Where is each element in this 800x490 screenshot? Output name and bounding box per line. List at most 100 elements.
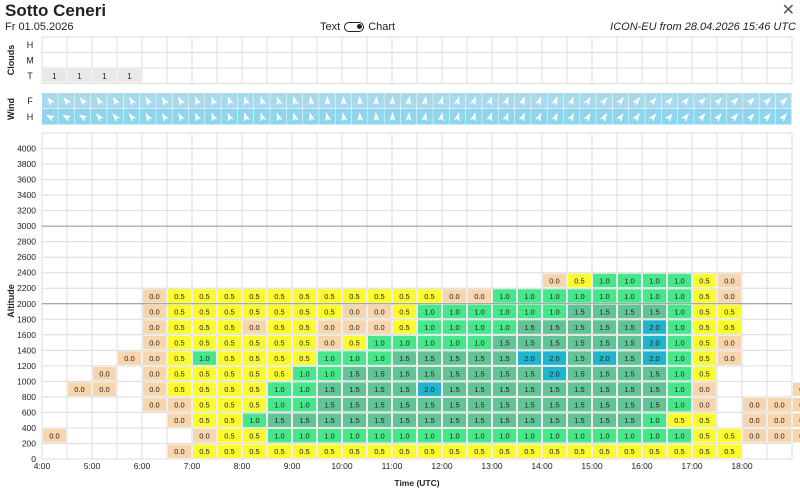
lift-cell <box>668 304 691 319</box>
lift-value: 1.5 <box>599 308 609 317</box>
lift-value: 0.5 <box>174 339 184 348</box>
lift-value: 1.5 <box>399 354 409 363</box>
lift-cell <box>718 351 741 365</box>
x-tick-label: 15:00 <box>581 461 603 471</box>
lift-value: 1.5 <box>499 339 509 348</box>
lift-cell <box>618 382 641 396</box>
lift-cell <box>793 397 800 412</box>
lift-cell <box>168 304 191 319</box>
lift-cell <box>793 428 800 443</box>
cloud-value: 1 <box>102 72 107 81</box>
lift-value: 0.0 <box>99 370 109 379</box>
wind-arrow-icon <box>746 113 755 122</box>
lift-cell <box>468 444 491 458</box>
lift-cell <box>218 428 241 443</box>
wind-arrow-icon <box>161 112 169 122</box>
lift-cell <box>443 382 466 396</box>
lift-cell <box>618 351 641 365</box>
lift-value: 1.5 <box>499 385 509 394</box>
lift-value: 0.5 <box>349 339 359 348</box>
lift-cell <box>343 304 366 319</box>
toggle-chart-label[interactable]: Chart <box>368 21 396 33</box>
lift-value: 0.5 <box>224 292 234 301</box>
lift-cell <box>693 444 716 458</box>
lift-cell <box>668 289 691 303</box>
lift-cell <box>668 320 691 334</box>
lift-cell <box>718 444 741 458</box>
lift-value: 1.5 <box>624 323 634 332</box>
x-tick-label: 11:00 <box>382 461 403 471</box>
lift-value: 0.5 <box>699 416 709 425</box>
wind-arrow-icon <box>195 96 202 106</box>
lift-value: 1.5 <box>574 323 584 332</box>
lift-cell <box>493 366 516 381</box>
y-tick-label: 2600 <box>17 252 36 262</box>
lift-cell <box>318 397 341 412</box>
lift-cell <box>568 444 591 458</box>
close-icon[interactable]: ✕ <box>781 2 795 19</box>
lift-value: 0.5 <box>724 432 734 441</box>
lift-cell <box>618 289 641 303</box>
lift-value: 0.5 <box>299 354 309 363</box>
wind-arrow-icon <box>178 112 186 122</box>
lift-cell <box>418 335 441 350</box>
x-tick-label: 12:00 <box>431 461 453 471</box>
toggle-text-label[interactable]: Text <box>320 21 341 33</box>
lift-value: 0.5 <box>699 276 709 285</box>
lift-cell <box>518 304 541 319</box>
lift-value: 1.5 <box>599 370 609 379</box>
lift-value: 1.5 <box>349 416 359 425</box>
lift-cell <box>693 366 716 381</box>
y-tick-label: 2200 <box>17 283 36 293</box>
lift-value: 1.5 <box>324 416 334 425</box>
lift-cell <box>443 397 466 412</box>
lift-value: 1.0 <box>674 401 684 410</box>
lift-cell <box>243 444 266 458</box>
x-tick-label: 17:00 <box>681 461 703 471</box>
wind-arrow-icon <box>325 112 331 122</box>
lift-value: 1.0 <box>249 416 259 425</box>
lift-value: 1.5 <box>524 339 534 348</box>
lift-value: 0.5 <box>224 447 234 456</box>
lift-value: 0.5 <box>299 447 309 456</box>
lift-value: 0.0 <box>149 308 159 317</box>
lift-value: 1.5 <box>449 354 459 363</box>
x-tick-label: 14:00 <box>531 461 553 471</box>
lift-cell <box>143 335 166 350</box>
wind-arrow-icon <box>276 112 283 122</box>
lift-cell <box>743 428 766 443</box>
lift-cell <box>718 335 741 350</box>
lift-value: 0.5 <box>224 370 234 379</box>
lift-value: 0.5 <box>699 323 709 332</box>
lift-value: 1.5 <box>324 401 334 410</box>
wind-arrow-icon <box>405 112 412 122</box>
wind-arrow-icon <box>357 96 364 106</box>
lift-value: 1.0 <box>674 432 684 441</box>
lift-cell <box>643 428 666 443</box>
y-tick-label: 4000 <box>17 144 36 154</box>
y-tick-label: 1400 <box>17 345 36 355</box>
lift-cell <box>793 413 800 427</box>
x-tick-label: 8:00 <box>234 461 251 471</box>
wind-arrow-icon <box>78 114 88 122</box>
lift-cell <box>168 351 191 365</box>
wind-arrow-icon <box>762 97 772 106</box>
lift-cell <box>293 444 316 458</box>
lift-value: 0.5 <box>574 276 584 285</box>
lift-cell <box>543 273 566 288</box>
lift-cell <box>543 413 566 427</box>
wind-arrow-icon <box>599 97 608 106</box>
lift-cell <box>468 413 491 427</box>
lift-cell <box>93 382 116 396</box>
x-tick-label: 6:00 <box>134 461 151 471</box>
wind-arrow-icon <box>340 96 347 106</box>
view-mode-toggle[interactable]: Text Chart <box>320 21 395 33</box>
lift-value: 1.5 <box>474 385 484 394</box>
lift-cell <box>668 351 691 365</box>
toggle-switch-icon[interactable] <box>344 22 365 32</box>
lift-cell <box>218 413 241 427</box>
lift-cell <box>643 382 666 396</box>
lift-cell <box>518 351 541 365</box>
wind-arrow-icon <box>697 113 706 122</box>
lift-value: 0.0 <box>699 401 709 410</box>
